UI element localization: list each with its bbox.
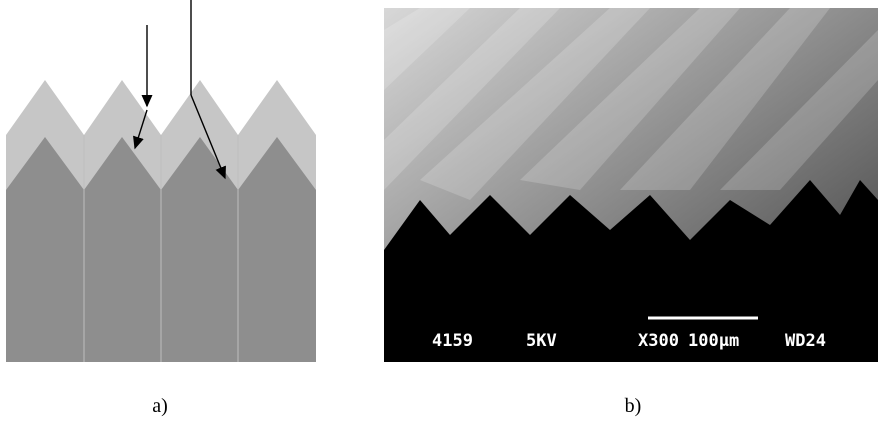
sem-voltage: 5KV xyxy=(526,331,557,351)
sem-working-distance: WD24 xyxy=(785,331,826,351)
sem-scale: 100µm xyxy=(688,331,739,351)
panel-label: a) xyxy=(152,395,168,417)
panel-label: b) xyxy=(625,395,642,417)
figure: 4159 5KV X300 100µm WD24 a) b) xyxy=(0,0,888,422)
sem-id: 4159 xyxy=(432,331,473,351)
sem-magnification: X300 xyxy=(638,331,679,351)
diagram-a xyxy=(6,0,316,362)
sem-image: 4159 5KV X300 100µm WD24 xyxy=(384,8,878,362)
